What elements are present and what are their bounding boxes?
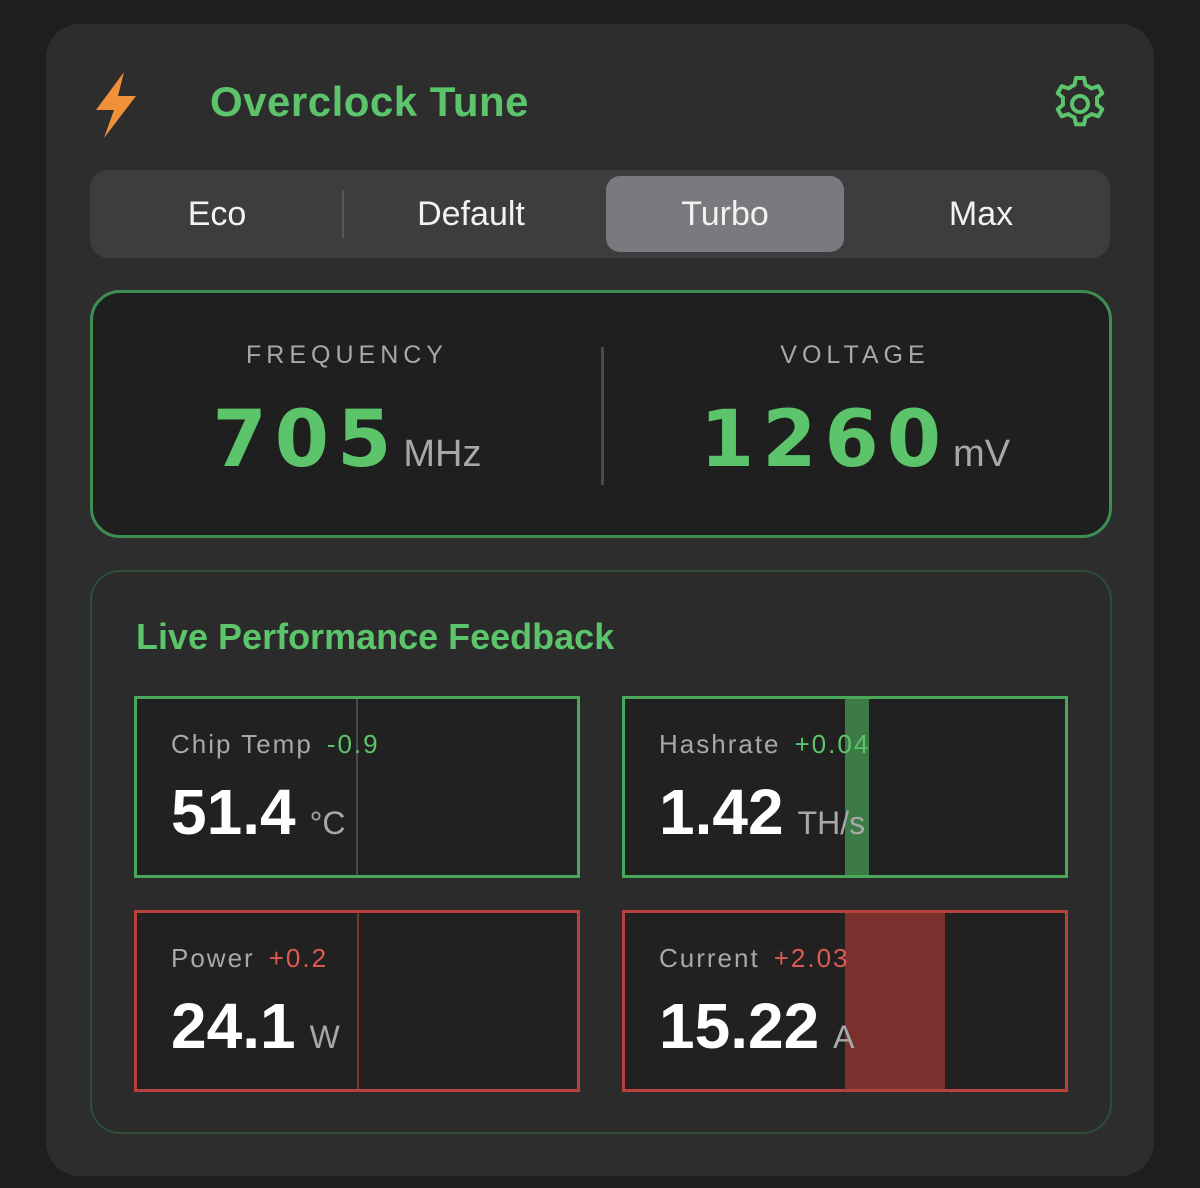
metric-value: 15.22 — [659, 990, 820, 1062]
frequency-unit: MHz — [403, 433, 482, 475]
metric-tile-chip-temp: Chip Temp -0.9 51.4 °C — [134, 696, 580, 878]
voltage-value[interactable]: 1260 — [699, 395, 950, 485]
live-feedback-panel: Live Performance Feedback Chip Temp -0.9 … — [90, 570, 1112, 1134]
live-feedback-title: Live Performance Feedback — [136, 616, 615, 657]
mode-turbo[interactable]: Turbo — [606, 176, 844, 252]
mode-selector: Eco Default Turbo Max — [90, 170, 1110, 258]
metric-tile-power: Power +0.2 24.1 W — [134, 910, 580, 1092]
metric-value: 1.42 — [659, 776, 784, 848]
settings-panel: FREQUENCY 705 MHz VOLTAGE 1260 mV — [90, 290, 1112, 538]
metric-tile-current: Current +2.03 15.22 A — [622, 910, 1068, 1092]
settings-divider — [601, 347, 604, 485]
lightning-bolt-icon — [96, 72, 136, 138]
gear-icon[interactable] — [1050, 74, 1110, 134]
frequency-value-row: 705 MHz — [93, 395, 601, 485]
frequency-value[interactable]: 705 — [212, 395, 400, 485]
frequency-label: FREQUENCY — [246, 341, 448, 369]
overclock-card: Overclock Tune Eco Default Turbo Max FRE… — [46, 24, 1154, 1176]
metric-unit: A — [833, 1019, 855, 1055]
mode-max[interactable]: Max — [948, 194, 1014, 233]
metric-value: 51.4 — [171, 776, 296, 848]
metric-bar — [356, 699, 358, 875]
mode-eco[interactable]: Eco — [187, 194, 247, 233]
metric-value: 24.1 — [171, 990, 296, 1062]
metric-bar — [845, 913, 945, 1089]
mode-divider — [342, 190, 344, 238]
metric-unit: °C — [309, 805, 346, 841]
mode-default[interactable]: Default — [417, 194, 525, 233]
metric-delta: -0.9 — [326, 729, 380, 759]
metric-label: Chip Temp — [171, 729, 313, 759]
voltage-label: VOLTAGE — [780, 341, 930, 369]
voltage-unit: mV — [953, 433, 1011, 475]
card-header: Overclock Tune — [90, 64, 1110, 144]
metric-label: Power — [171, 943, 255, 973]
voltage-readout: VOLTAGE 1260 mV — [601, 293, 1109, 535]
metric-bar — [357, 913, 359, 1089]
metric-unit: W — [309, 1019, 340, 1055]
metric-label: Hashrate — [659, 729, 781, 759]
metric-label: Current — [659, 943, 760, 973]
card-title: Overclock Tune — [210, 78, 530, 125]
metric-delta: +2.03 — [773, 943, 850, 973]
frequency-readout: FREQUENCY 705 MHz — [93, 293, 601, 535]
metric-bar — [845, 699, 869, 875]
metric-delta: +0.04 — [794, 729, 871, 759]
metric-delta: +0.2 — [268, 943, 329, 973]
voltage-value-row: 1260 mV — [601, 395, 1109, 485]
metric-unit: TH/s — [797, 805, 866, 841]
metric-tile-hashrate: Hashrate +0.04 1.42 TH/s — [622, 696, 1068, 878]
